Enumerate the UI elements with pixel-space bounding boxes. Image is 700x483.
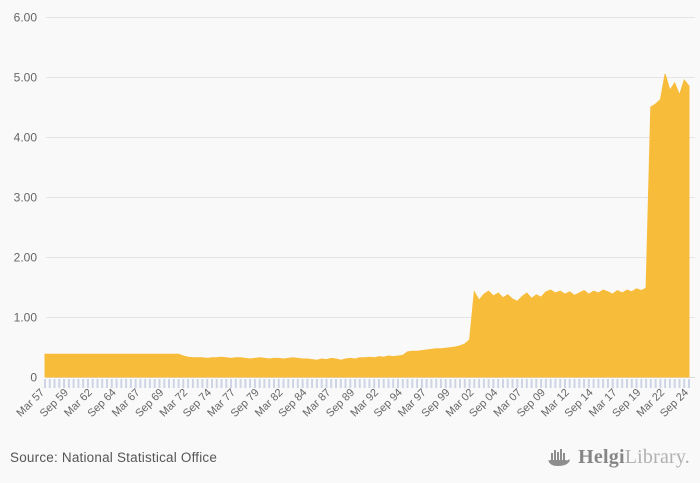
svg-text:2.00: 2.00 <box>14 251 38 265</box>
source-note: Source: National Statistical Office <box>10 449 218 465</box>
svg-text:0: 0 <box>30 371 37 385</box>
svg-text:1.00: 1.00 <box>14 311 38 325</box>
brand-name-secondary: Library. <box>624 445 690 468</box>
svg-text:3.00: 3.00 <box>14 191 38 205</box>
y-axis-labels: 6.00 5.00 4.00 3.00 2.00 1.00 0 <box>14 11 38 385</box>
svg-text:6.00: 6.00 <box>14 11 38 25</box>
svg-text:5.00: 5.00 <box>14 71 38 85</box>
x-axis-ticks <box>44 379 690 388</box>
brand-name-primary: Helgi <box>578 445 625 468</box>
svg-text:4.00: 4.00 <box>14 131 38 145</box>
area-series <box>44 73 690 378</box>
footer: Source: National Statistical Office Helg… <box>0 437 700 483</box>
helgi-library-logo: HelgiLibrary. <box>547 445 690 469</box>
helgi-ship-icon <box>547 445 573 469</box>
